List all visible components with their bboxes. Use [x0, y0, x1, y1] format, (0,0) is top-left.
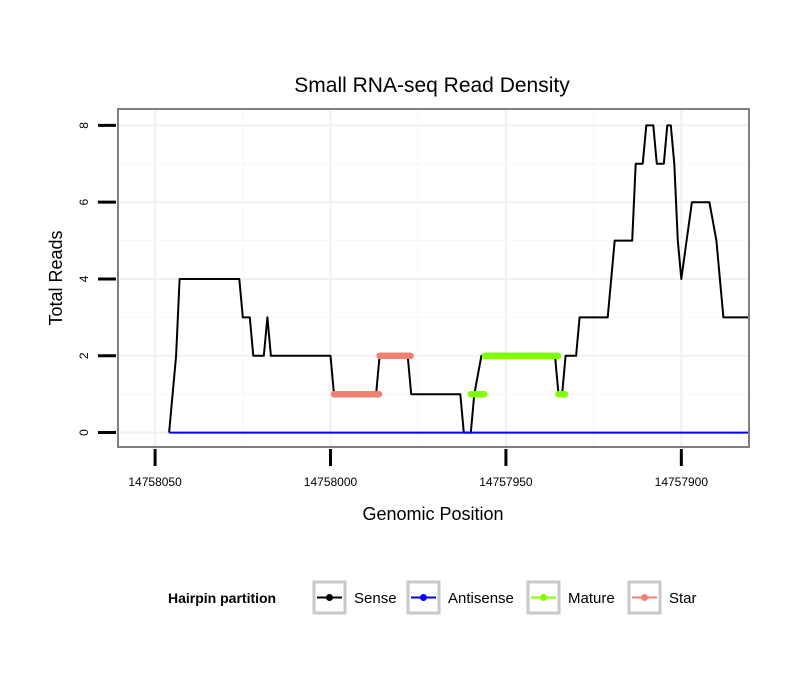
legend: Hairpin partition Sense Antisense Mature St… [168, 580, 697, 615]
x-tick-label: 14757950 [479, 475, 533, 489]
legend-title: Hairpin partition [168, 590, 276, 606]
x-axis-label: Genomic Position [362, 504, 503, 524]
data-point-mature [561, 391, 569, 398]
plot-series [168, 124, 748, 434]
legend-item-sense: Sense [312, 580, 397, 615]
data-point-star [375, 391, 383, 398]
plot-border [117, 108, 750, 448]
x-axis: 14758050 14758000 14757950 14757900 [128, 449, 708, 489]
y-tick-label: 8 [77, 122, 91, 129]
legend-key-point [420, 594, 427, 601]
data-point-mature [554, 352, 562, 359]
legend-item-antisense: Antisense [406, 580, 514, 615]
y-tick-label: 2 [77, 352, 91, 359]
y-tick-label: 6 [77, 199, 91, 206]
y-tick-label: 0 [77, 429, 91, 436]
legend-item-mature: Mature [526, 580, 615, 615]
legend-label-mature: Mature [568, 590, 615, 607]
series-line-sense [168, 124, 748, 434]
legend-item-star: Star [627, 580, 697, 615]
x-tick-label: 14758050 [128, 475, 182, 489]
series-sense [168, 124, 748, 434]
x-tick-label: 14757900 [655, 475, 709, 489]
legend-key-point [326, 594, 333, 601]
legend-key-point [540, 594, 547, 601]
data-point-mature [481, 391, 488, 398]
y-tick-label: 4 [77, 275, 91, 282]
x-tick-label: 14758000 [304, 475, 358, 489]
chart-title: Small RNA-seq Read Density [294, 74, 570, 97]
y-axis-label: Total Reads [46, 230, 66, 325]
y-axis: 0 2 4 6 8 [77, 122, 116, 436]
series-star [330, 352, 414, 398]
series-mature [467, 352, 569, 398]
legend-label-star: Star [669, 590, 697, 607]
data-point-star [407, 352, 414, 359]
legend-label-antisense: Antisense [448, 590, 514, 607]
legend-label-sense: Sense [354, 590, 397, 607]
legend-key-point [641, 594, 648, 601]
